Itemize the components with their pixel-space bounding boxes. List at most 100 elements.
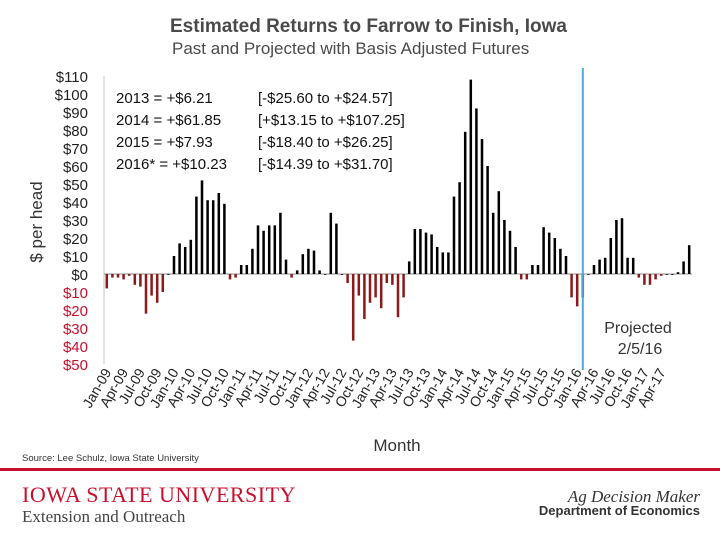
y-tick-label: $70: [63, 141, 88, 158]
bar: [452, 196, 456, 274]
y-tick-label: $90: [63, 105, 88, 122]
y-tick-label: $10: [63, 249, 88, 266]
bar: [245, 265, 249, 274]
bar: [273, 225, 277, 274]
bar: [514, 247, 517, 274]
y-tick-label: $30: [63, 213, 88, 230]
bar: [396, 274, 400, 318]
bar: [256, 225, 260, 274]
y-tick-label: $50: [63, 177, 88, 194]
y-tick-label: $50: [63, 357, 88, 374]
bar: [335, 223, 338, 274]
x-axis-label: Month: [373, 436, 420, 455]
bar: [542, 227, 545, 274]
bar: [307, 248, 310, 274]
annotation-label: 2014 = +$61.85: [116, 112, 221, 129]
bar: [469, 79, 473, 274]
annotation-range: [+$13.15 to +$107.25]: [258, 112, 405, 129]
bar: [172, 256, 176, 274]
bar: [536, 265, 540, 274]
annotation-label: 2015 = +$7.93: [116, 134, 213, 151]
y-tick-label: $80: [63, 123, 88, 140]
bar: [631, 257, 635, 274]
chart-subtitle: Past and Projected with Basis Adjusted F…: [172, 39, 530, 58]
bar: [424, 232, 428, 274]
bar: [419, 229, 422, 274]
bar: [570, 274, 573, 298]
projection-date: 2/5/16: [618, 341, 663, 358]
bar: [295, 270, 299, 274]
bar: [592, 265, 596, 274]
bar: [676, 272, 680, 274]
bar: [402, 274, 405, 298]
annotation-label: 2013 = +$6.21: [116, 90, 213, 107]
y-tick-label: $0: [71, 267, 88, 284]
bar: [144, 274, 148, 314]
bar: [519, 274, 523, 280]
bar: [665, 274, 669, 275]
bar: [497, 191, 501, 274]
bar: [435, 247, 439, 274]
bar: [687, 245, 691, 274]
bar: [239, 265, 243, 274]
university-logo-text: IOWA STATE UNIVERSITY: [22, 482, 296, 507]
bar: [155, 274, 159, 303]
bar: [480, 139, 484, 274]
bar: [178, 243, 181, 274]
source-note: Source: Lee Schulz, Iowa State Universit…: [22, 453, 199, 464]
y-tick-label: $10: [63, 285, 88, 302]
bar: [167, 274, 170, 275]
bar: [161, 274, 165, 292]
bar: [525, 274, 529, 280]
bar: [598, 259, 601, 274]
bar: [217, 193, 221, 274]
bar: [374, 274, 377, 298]
y-tick-label: $60: [63, 159, 88, 176]
brand-text: Ag Decision Maker: [567, 487, 700, 506]
bar: [368, 274, 372, 303]
bar: [340, 274, 344, 275]
department-text: Department of Economics: [538, 503, 700, 518]
bar: [391, 274, 394, 285]
bar: [637, 274, 641, 278]
annotation-range: [-$25.60 to +$24.57]: [258, 90, 393, 107]
bar: [603, 257, 607, 274]
bar: [234, 274, 237, 278]
bar: [413, 229, 417, 274]
bar: [267, 225, 271, 274]
bar: [346, 274, 349, 283]
bar: [559, 248, 562, 274]
projection-label: Projected: [604, 320, 672, 337]
footer: [0, 468, 720, 540]
returns-chart: $110$100$90$80$70$60$50$40$30$20$10$0$10…: [27, 68, 692, 455]
bar: [183, 247, 187, 274]
bar: [223, 203, 226, 274]
chart-title: Estimated Returns to Farrow to Finish, I…: [170, 16, 567, 37]
bar: [385, 274, 389, 283]
bar: [312, 250, 316, 274]
bar: [447, 252, 450, 274]
bar: [318, 270, 321, 274]
bar: [133, 274, 137, 285]
annotation-label: 2016* = +$10.23: [116, 156, 227, 173]
bar: [587, 274, 590, 275]
y-tick-label: $40: [63, 195, 88, 212]
bar: [111, 274, 114, 278]
bar: [279, 212, 282, 274]
bar: [357, 274, 361, 296]
bar: [189, 239, 193, 274]
bar: [503, 220, 506, 274]
bar: [262, 230, 265, 274]
bar: [626, 257, 629, 274]
bar: [508, 230, 512, 274]
bar: [301, 254, 305, 274]
bar: [615, 220, 618, 274]
y-tick-label: $30: [63, 321, 88, 338]
bar: [491, 212, 495, 274]
y-tick-label: $20: [63, 231, 88, 248]
bar: [620, 218, 624, 274]
bar: [379, 274, 383, 309]
bar: [211, 200, 215, 274]
extension-text: Extension and Outreach: [22, 507, 186, 526]
bar: [284, 259, 288, 274]
